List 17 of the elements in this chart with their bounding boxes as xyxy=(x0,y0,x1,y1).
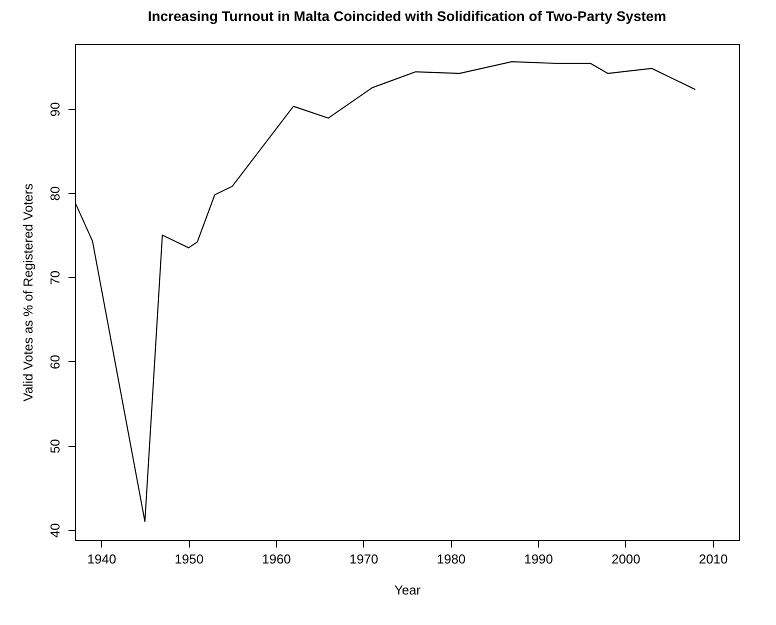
y-tick-label: 80 xyxy=(48,186,62,201)
x-tick-label: 1970 xyxy=(349,552,378,566)
x-tick-label: 1980 xyxy=(436,552,466,566)
y-tick-label: 50 xyxy=(48,438,62,454)
x-tick-label: 1940 xyxy=(87,552,116,566)
x-tick-label: 2000 xyxy=(611,552,640,566)
y-axis-title: Valid Votes as % of Registered Voters xyxy=(20,183,36,402)
y-tick-label: 70 xyxy=(48,270,62,285)
x-tick-label: 1950 xyxy=(174,552,204,566)
x-tick-label: 2010 xyxy=(698,552,728,566)
chart-title: Increasing Turnout in Malta Coincided with Solidification of Two-Party System xyxy=(148,8,666,24)
y-tick-label: 90 xyxy=(48,102,62,117)
x-axis-title: Year xyxy=(394,582,422,598)
y-tick-label: 60 xyxy=(48,354,62,370)
x-tick-label: 1990 xyxy=(524,552,554,566)
y-tick-label: 40 xyxy=(48,523,62,538)
x-tick-label: 1960 xyxy=(262,552,291,566)
